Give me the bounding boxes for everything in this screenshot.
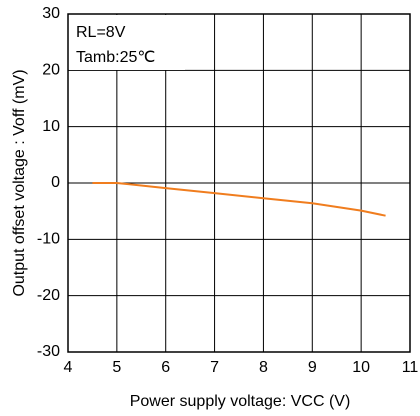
- y-tick-label: 0: [51, 174, 60, 191]
- x-tick-label: 9: [308, 359, 317, 376]
- x-axis-label: Power supply voltage: VCC (V): [130, 393, 351, 410]
- y-tick-label: 30: [42, 5, 60, 22]
- x-tick-label: 6: [161, 359, 170, 376]
- annotation-box: [69, 15, 185, 70]
- x-tick-label: 5: [112, 359, 121, 376]
- x-tick-label: 10: [352, 359, 370, 376]
- y-tick-label: 10: [42, 118, 60, 135]
- annotation: RL=8V: [76, 24, 126, 41]
- data-line: [92, 182, 386, 217]
- x-tick-label: 4: [64, 359, 73, 376]
- x-tick-label: 7: [210, 359, 219, 376]
- plot-frame: [67, 13, 411, 353]
- x-tick-label: 8: [259, 359, 268, 376]
- y-tick-label: 20: [42, 62, 60, 79]
- y-tick-label: -10: [37, 231, 60, 248]
- y-tick-label: -30: [37, 343, 60, 360]
- y-tick-label: -20: [37, 287, 60, 304]
- y-axis-label: Output offset voltage : Voff (mV): [11, 69, 28, 296]
- x-tick-label: 11: [402, 359, 419, 376]
- annotation: Tamb:25℃: [76, 49, 155, 66]
